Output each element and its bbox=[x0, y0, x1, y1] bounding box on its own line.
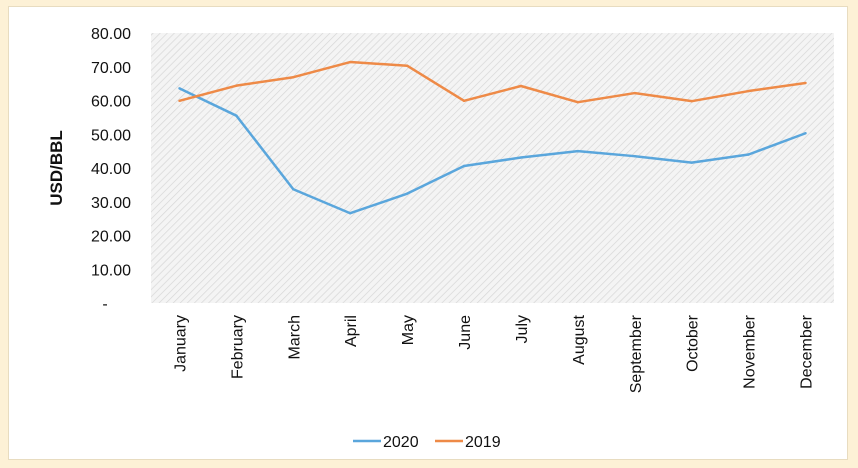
data-point bbox=[235, 114, 238, 117]
data-point bbox=[178, 99, 181, 103]
data-point bbox=[235, 84, 238, 87]
data-point bbox=[462, 164, 466, 168]
data-point bbox=[747, 89, 750, 93]
y-tick-label: 60.00 bbox=[91, 94, 131, 111]
legend-label-2020: 2020 bbox=[383, 434, 419, 451]
data-point bbox=[747, 153, 750, 156]
series-line-2019 bbox=[179, 60, 806, 104]
plot-area bbox=[151, 33, 834, 303]
y-tick-label: 20.00 bbox=[91, 229, 131, 246]
series-lines bbox=[178, 60, 807, 215]
x-axis-ticks: January February March April May June July Augu… bbox=[172, 314, 815, 393]
x-tick-label: February bbox=[229, 315, 246, 379]
data-point bbox=[576, 149, 580, 153]
y-tick-label: 40.00 bbox=[91, 161, 131, 178]
data-point bbox=[690, 99, 693, 103]
chart-frame: - 10.00 20.00 30.00 40.00 50.00 60.00 70.00 80.0… bbox=[8, 6, 848, 460]
data-point bbox=[804, 132, 807, 135]
y-tick-label: - bbox=[102, 296, 107, 313]
data-point bbox=[292, 188, 295, 191]
data-point bbox=[804, 81, 807, 85]
x-tick-label: March bbox=[286, 315, 303, 359]
x-tick-label: June bbox=[457, 315, 474, 350]
legend: 2020 2019 bbox=[353, 434, 501, 451]
x-tick-label: December bbox=[799, 314, 816, 388]
y-axis-label: USD/BBL bbox=[47, 130, 66, 206]
y-tick-label: 50.00 bbox=[91, 127, 131, 144]
y-tick-label: 10.00 bbox=[91, 262, 131, 279]
line-chart: - 10.00 20.00 30.00 40.00 50.00 60.00 70.00 80.0… bbox=[47, 26, 834, 451]
y-axis-ticks: - 10.00 20.00 30.00 40.00 50.00 60.00 70.00 80.0… bbox=[91, 26, 131, 313]
x-tick-label: August bbox=[571, 314, 588, 364]
x-tick-label: October bbox=[685, 314, 702, 372]
data-point bbox=[576, 100, 580, 104]
data-point bbox=[405, 192, 409, 195]
y-tick-label: 30.00 bbox=[91, 195, 131, 212]
data-point bbox=[405, 64, 409, 67]
data-point bbox=[519, 84, 523, 88]
legend-label-2019: 2019 bbox=[465, 434, 501, 451]
x-tick-label: September bbox=[628, 314, 645, 393]
x-tick-label: January bbox=[172, 315, 189, 372]
data-point bbox=[519, 156, 523, 159]
series-line-2020 bbox=[178, 87, 806, 215]
data-point bbox=[178, 87, 181, 90]
data-point bbox=[633, 154, 636, 158]
y-tick-label: 80.00 bbox=[91, 26, 131, 43]
x-tick-label: November bbox=[742, 314, 759, 388]
data-point bbox=[633, 91, 636, 95]
data-point bbox=[690, 161, 693, 164]
data-point bbox=[349, 60, 352, 64]
data-point bbox=[349, 212, 352, 215]
y-tick-label: 70.00 bbox=[91, 60, 131, 77]
data-point bbox=[462, 99, 466, 103]
x-tick-label: April bbox=[343, 315, 360, 347]
data-point bbox=[292, 76, 295, 79]
x-tick-label: July bbox=[514, 315, 531, 343]
x-tick-label: May bbox=[400, 315, 417, 345]
